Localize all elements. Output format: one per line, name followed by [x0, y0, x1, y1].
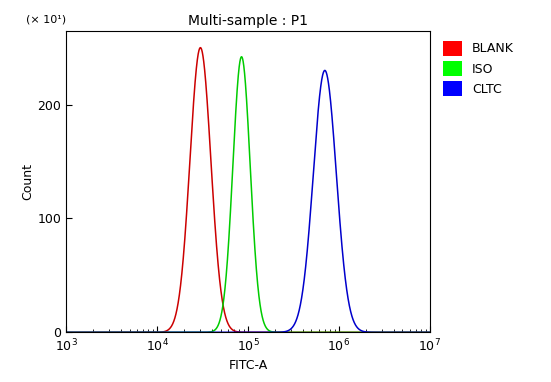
Text: (× 10¹): (× 10¹): [26, 15, 66, 24]
X-axis label: FITC-A: FITC-A: [228, 359, 268, 372]
Y-axis label: Count: Count: [21, 163, 35, 200]
Title: Multi-sample : P1: Multi-sample : P1: [188, 14, 308, 28]
Legend: BLANK, ISO, CLTC: BLANK, ISO, CLTC: [440, 37, 518, 100]
